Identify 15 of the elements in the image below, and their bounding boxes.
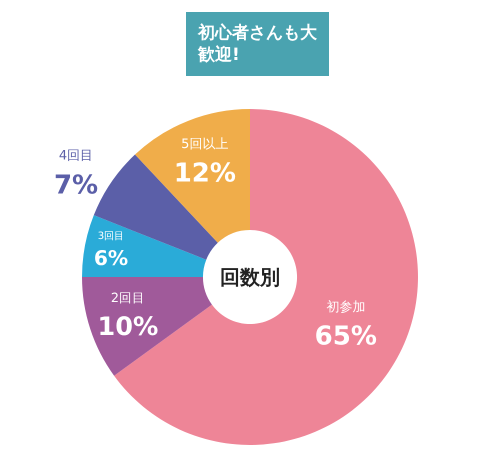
donut-slice	[82, 215, 206, 278]
donut-slice	[82, 277, 212, 376]
data-label: 7%	[54, 170, 98, 200]
text: 初心者さんも大歓迎!	[197, 23, 318, 66]
text: 回数別	[220, 265, 280, 289]
slice-label: 5回以上	[181, 136, 228, 152]
slice-label: 3回目	[98, 230, 124, 242]
data-label: 65%	[314, 322, 377, 352]
donut-slice	[135, 109, 250, 243]
data-label: 10%	[97, 312, 158, 342]
slice-label: 初参加	[326, 300, 366, 315]
slice-label: 4回目	[58, 148, 94, 164]
data-label: 6%	[94, 246, 128, 270]
data-label: 12%	[174, 158, 236, 189]
slice-label: 2回目	[110, 291, 145, 306]
